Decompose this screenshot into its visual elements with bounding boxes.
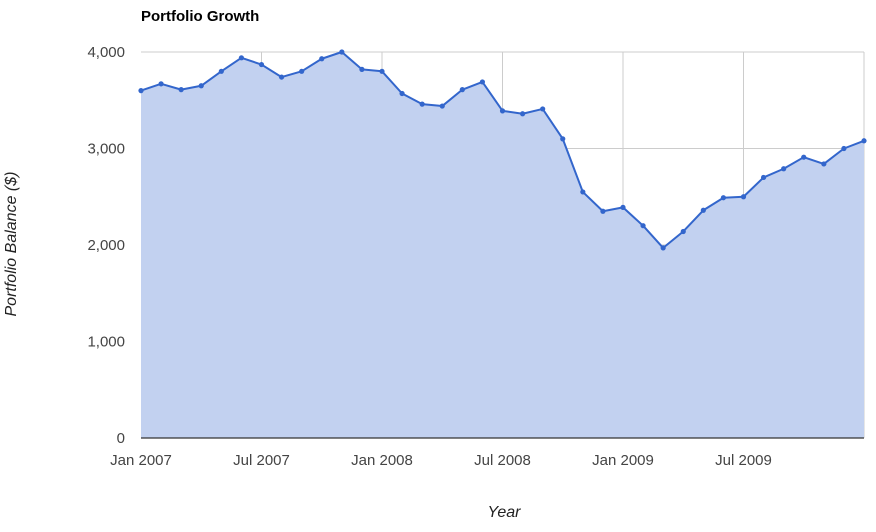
data-point — [238, 55, 245, 61]
y-tick-labels: 0 1,000 2,000 3,000 4,000 — [87, 44, 125, 447]
x-tick-label: Jan 2008 — [351, 452, 413, 469]
data-point — [419, 101, 425, 107]
data-point — [680, 228, 686, 235]
data-point — [299, 68, 305, 74]
data-point — [740, 194, 747, 200]
x-axis-title: Year — [488, 504, 522, 521]
data-point — [720, 195, 727, 201]
data-point — [841, 145, 847, 152]
data-point — [218, 68, 224, 74]
data-point — [319, 56, 325, 62]
y-tick-label: 1,000 — [87, 334, 125, 351]
data-point — [600, 208, 606, 214]
y-tick-label: 3,000 — [87, 141, 125, 158]
data-point — [479, 79, 486, 85]
data-point — [760, 174, 767, 181]
chart-title: Portfolio Growth — [141, 8, 259, 25]
data-point — [821, 161, 827, 167]
data-point — [781, 166, 787, 172]
x-tick-label: Jan 2007 — [110, 452, 172, 469]
data-point — [138, 88, 144, 94]
y-tick-label: 0 — [117, 430, 125, 447]
data-point — [640, 223, 646, 229]
x-tick-labels: Jan 2007 Jul 2007 Jan 2008 Jul 2008 Jan 2009… — [110, 452, 772, 469]
data-point — [861, 138, 867, 144]
data-point — [801, 154, 807, 160]
data-point — [258, 61, 265, 68]
y-axis-title: Portfolio Balance ($) — [3, 172, 20, 317]
data-point — [540, 106, 546, 112]
data-point — [660, 245, 666, 251]
data-point — [519, 111, 526, 117]
data-point — [620, 204, 626, 210]
data-point — [359, 66, 365, 72]
data-points — [138, 49, 867, 251]
data-point — [459, 87, 465, 93]
data-point — [580, 189, 586, 195]
data-point — [379, 68, 385, 74]
data-point — [178, 87, 184, 93]
y-tick-label: 2,000 — [87, 237, 125, 254]
data-point — [560, 136, 566, 142]
x-tick-label: Jul 2008 — [474, 452, 531, 469]
x-tick-label: Jan 2009 — [592, 452, 654, 469]
area-fill — [141, 52, 864, 438]
data-point — [158, 81, 164, 87]
data-point — [499, 108, 506, 114]
x-tick-label: Jul 2009 — [715, 452, 772, 469]
data-point — [198, 83, 204, 89]
data-point — [399, 90, 405, 97]
x-tick-label: Jul 2007 — [233, 452, 290, 469]
data-point — [700, 207, 706, 213]
data-point — [339, 49, 345, 55]
data-point — [439, 103, 445, 109]
y-tick-label: 4,000 — [87, 44, 125, 61]
data-point — [278, 74, 285, 80]
